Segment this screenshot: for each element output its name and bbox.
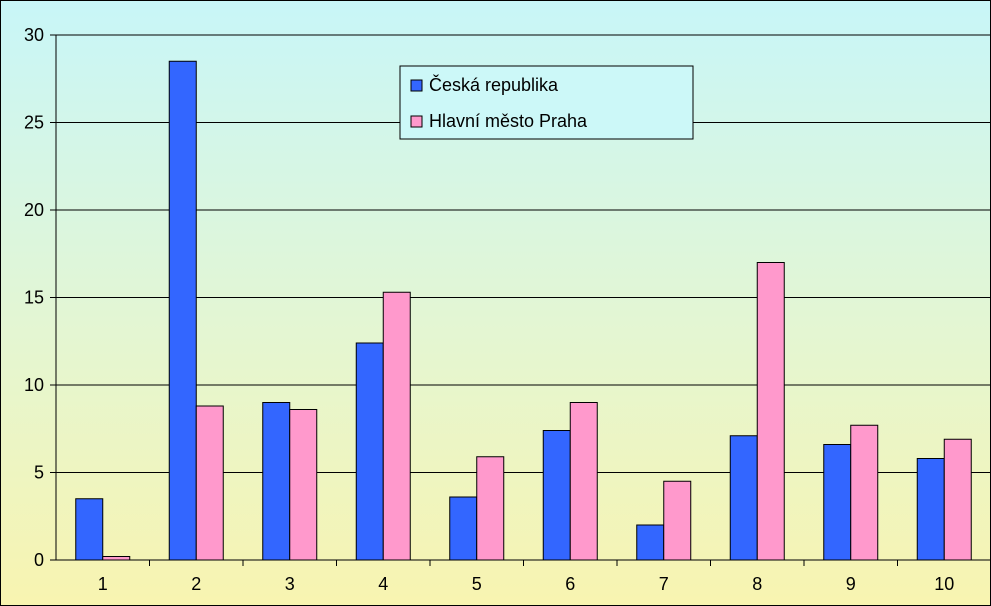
bar-ceska-republika-10 <box>916 458 945 561</box>
bar-ceska-republika-1 <box>75 498 104 561</box>
x-tick-label: 8 <box>752 574 762 594</box>
y-tick-label: 15 <box>24 288 44 308</box>
bar-ceska-republika-4 <box>355 342 384 561</box>
bar-hlavni-mesto-praha-10 <box>943 438 972 561</box>
legend-label: Česká republika <box>429 74 559 95</box>
bar-ceska-republika-9 <box>823 444 852 561</box>
bar-ceska-republika-8 <box>729 435 758 561</box>
tick-labels: 0 5 10 15 20 25 30 1 2 3 4 5 6 7 8 9 10 <box>24 25 954 594</box>
x-tick-label: 3 <box>285 574 295 594</box>
bar-hlavni-mesto-praha-6 <box>569 402 598 561</box>
x-tick-label: 1 <box>98 574 108 594</box>
axes <box>50 34 991 566</box>
bar-hlavni-mesto-praha-9 <box>850 424 879 561</box>
bar-ceska-republika-7 <box>636 524 665 561</box>
legend-box <box>399 65 694 140</box>
y-tick-label: 20 <box>24 200 44 220</box>
bar-hlavni-mesto-praha-4 <box>382 291 411 561</box>
bar-ceska-republika-5 <box>449 496 478 561</box>
bar-hlavni-mesto-praha-8 <box>756 262 785 561</box>
x-tick-label: 2 <box>191 574 201 594</box>
bar-hlavni-mesto-praha-2 <box>195 405 224 561</box>
x-tick-label: 6 <box>565 574 575 594</box>
x-tick-label: 4 <box>378 574 388 594</box>
y-tick-label: 5 <box>34 463 44 483</box>
x-tick-label: 7 <box>659 574 669 594</box>
bar-hlavni-mesto-praha-7 <box>663 480 692 561</box>
bar-ceska-republika-6 <box>542 430 571 561</box>
legend: Česká republika Hlavní město Praha <box>399 65 694 140</box>
bar-hlavni-mesto-praha-3 <box>289 409 318 561</box>
y-tick-label: 0 <box>34 550 44 570</box>
y-tick-label: 30 <box>24 25 44 45</box>
legend-swatch <box>410 115 423 128</box>
bar-hlavni-mesto-praha-5 <box>476 456 505 561</box>
bars <box>75 60 972 561</box>
y-tick-label: 10 <box>24 375 44 395</box>
bar-ceska-republika-2 <box>168 60 197 561</box>
bar-ceska-republika-3 <box>262 402 291 561</box>
bar-hlavni-mesto-praha-1 <box>102 556 131 561</box>
x-tick-label: 9 <box>846 574 856 594</box>
x-tick-label: 10 <box>934 574 954 594</box>
legend-swatch <box>410 79 423 92</box>
y-tick-label: 25 <box>24 113 44 133</box>
x-tick-label: 5 <box>472 574 482 594</box>
legend-label: Hlavní město Praha <box>429 111 588 131</box>
